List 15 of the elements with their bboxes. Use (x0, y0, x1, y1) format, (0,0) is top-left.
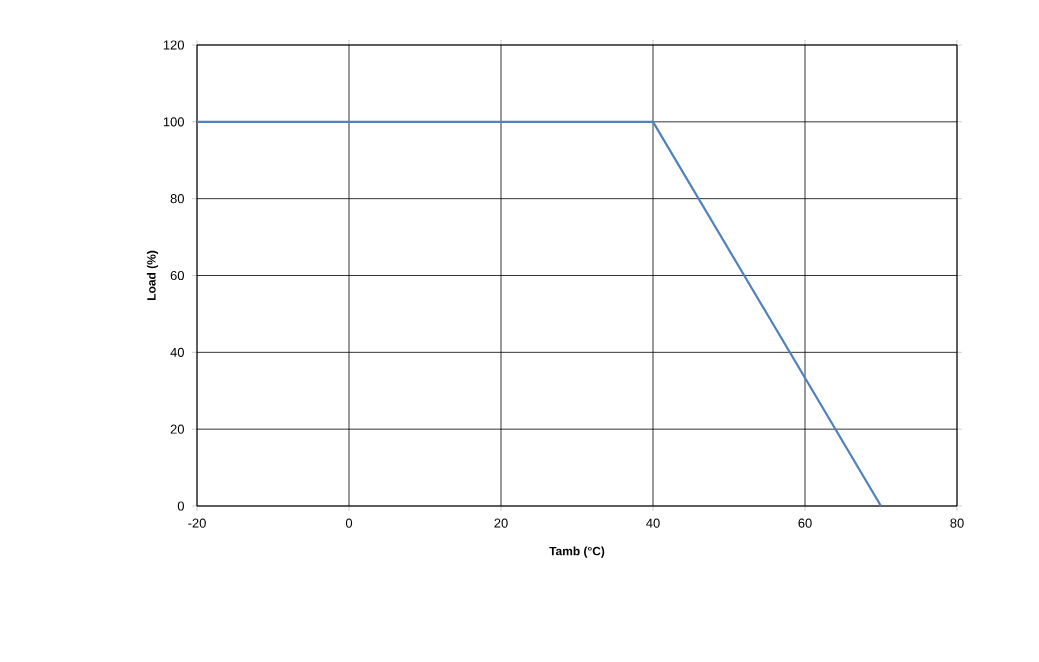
x-tick-label: 40 (646, 518, 660, 528)
x-tick-label: -20 (188, 518, 206, 528)
x-axis-title: Tamb (°C) (549, 546, 605, 558)
y-tick-label: 20 (170, 424, 184, 434)
x-tick-label: 60 (798, 518, 812, 528)
y-tick-label: 40 (170, 347, 184, 357)
y-axis-title: Load (%) (146, 250, 159, 300)
x-tick-label: 0 (345, 518, 353, 528)
y-tick-label: 60 (170, 270, 184, 281)
y-tick-label: 100 (163, 117, 184, 127)
y-tick-label: 120 (163, 40, 184, 50)
x-tick-label: 20 (494, 518, 508, 528)
y-tick-label: 0 (177, 501, 184, 511)
x-tick-label: 80 (950, 518, 964, 528)
y-tick-label: 80 (170, 194, 184, 204)
